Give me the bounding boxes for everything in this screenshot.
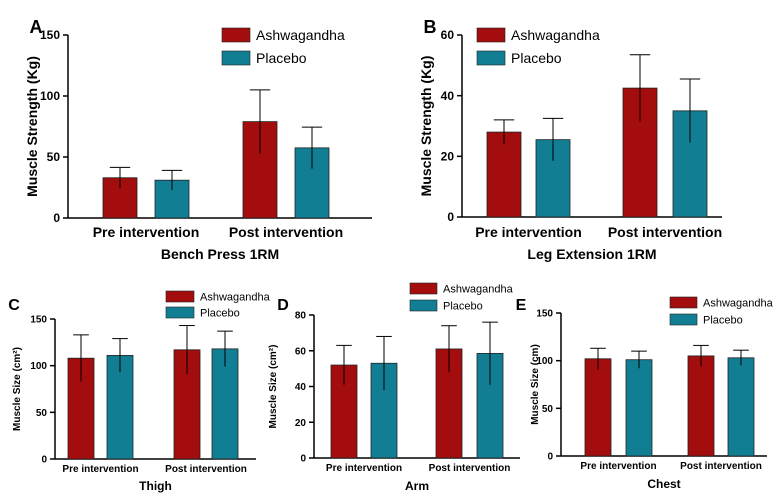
legend-label: Ashwagandha (256, 27, 345, 43)
bar-placebo-pre (106, 354, 134, 460)
x-category-label: Post intervention (608, 224, 722, 240)
y-tick-label: 150 (536, 309, 553, 320)
legend-label: Ashwagandha (443, 283, 514, 295)
y-tick-label: 0 (41, 455, 47, 466)
bar-ashwagandha-pre (584, 358, 612, 457)
y-tick-label: 20 (295, 418, 307, 429)
y-tick-label: 50 (542, 404, 554, 415)
legend-swatch-placebo (669, 313, 698, 326)
chart-panel-e: E 0 50 100 150 Muscle Size (cm) Pre interventi… (516, 296, 774, 491)
panel-letter: A (30, 17, 43, 37)
panel-letter: D (277, 297, 289, 314)
y-tick-label: 20 (441, 150, 455, 164)
y-tick-label: 40 (441, 89, 455, 103)
y-tick-label: 0 (53, 211, 60, 225)
panel-letter: E (516, 297, 527, 314)
y-tick-label: 100 (40, 89, 60, 103)
y-axis-label: Muscle Size (cm²) (268, 345, 279, 429)
legend-swatch-ashwagandha (669, 296, 698, 309)
x-category-label: Post intervention (429, 463, 511, 474)
x-category-label: Pre intervention (62, 464, 138, 475)
y-tick-label: 0 (547, 452, 553, 463)
x-axis-title: Leg Extension 1RM (527, 246, 656, 262)
legend-swatch-ashwagandha (165, 290, 195, 303)
y-tick-label: 80 (295, 311, 307, 322)
y-tick-label: 60 (295, 346, 307, 357)
chart-panel-c: C 0 50 100 150 Muscle Size (cm²) Pre intervent… (8, 290, 271, 493)
y-tick-label: 50 (36, 408, 48, 419)
y-tick-label: 150 (40, 28, 60, 42)
y-tick-label: 100 (30, 361, 47, 372)
legend-label: Ashwagandha (200, 291, 271, 303)
x-category-label: Pre intervention (580, 461, 656, 472)
x-category-label: Pre intervention (93, 224, 200, 240)
legend-swatch-placebo (409, 299, 438, 312)
y-tick-label: 50 (47, 150, 61, 164)
legend-label: Placebo (511, 50, 562, 66)
legend-swatch-placebo (476, 50, 506, 66)
legend-swatch-ashwagandha (221, 27, 251, 43)
legend: Ashwagandha Placebo (165, 290, 271, 319)
panel-letter: C (8, 297, 20, 314)
x-category-label: Post intervention (680, 461, 762, 472)
legend: Ashwagandha Placebo (409, 282, 514, 312)
legend-swatch-ashwagandha (476, 27, 506, 43)
legend-label: Placebo (200, 307, 240, 319)
x-axis-title: Chest (647, 477, 680, 491)
x-category-label: Pre intervention (475, 224, 582, 240)
x-axis-title: Bench Press 1RM (161, 246, 279, 262)
x-category-label: Post intervention (165, 464, 247, 475)
legend: Ashwagandha Placebo (221, 27, 345, 66)
legend: Ashwagandha Placebo (476, 27, 600, 66)
legend-label: Placebo (443, 300, 483, 312)
y-tick-label: 40 (295, 382, 307, 393)
legend: Ashwagandha Placebo (669, 296, 774, 326)
legend-label: Placebo (703, 314, 743, 326)
y-tick-label: 60 (441, 28, 455, 42)
y-axis-label: Muscle Size (cm) (530, 344, 541, 425)
legend-swatch-placebo (165, 306, 195, 319)
y-axis-label: Muscle Strength (Kg) (24, 56, 40, 197)
bar-ashwagandha-pre (486, 131, 522, 218)
x-axis-title: Arm (405, 479, 429, 493)
bar-placebo-pre (625, 359, 653, 457)
y-tick-label: 0 (300, 454, 306, 465)
y-axis-label: Muscle Size (cm²) (12, 347, 23, 431)
legend-label: Placebo (256, 50, 307, 66)
bar-ashwagandha-post (687, 355, 715, 457)
x-category-label: Post intervention (229, 224, 343, 240)
y-tick-label: 150 (30, 315, 47, 326)
legend-swatch-ashwagandha (409, 282, 438, 295)
legend-label: Ashwagandha (511, 27, 600, 43)
chart-panel-d: D 0 20 40 60 80 Muscle Size (cm²) Pre intervent… (268, 282, 520, 493)
y-tick-label: 0 (447, 210, 454, 224)
legend-label: Ashwagandha (703, 297, 774, 309)
y-axis-label: Muscle Strength (Kg) (418, 56, 434, 197)
bar-placebo-post (727, 357, 755, 457)
x-category-label: Pre intervention (326, 463, 402, 474)
panel-letter: B (424, 17, 437, 37)
x-axis-title: Thigh (139, 479, 172, 493)
chart-panel-b: B 0 20 40 60 Muscle Strength (Kg) Pre interven… (418, 17, 722, 262)
y-tick-label: 100 (536, 356, 553, 367)
legend-swatch-placebo (221, 50, 251, 66)
